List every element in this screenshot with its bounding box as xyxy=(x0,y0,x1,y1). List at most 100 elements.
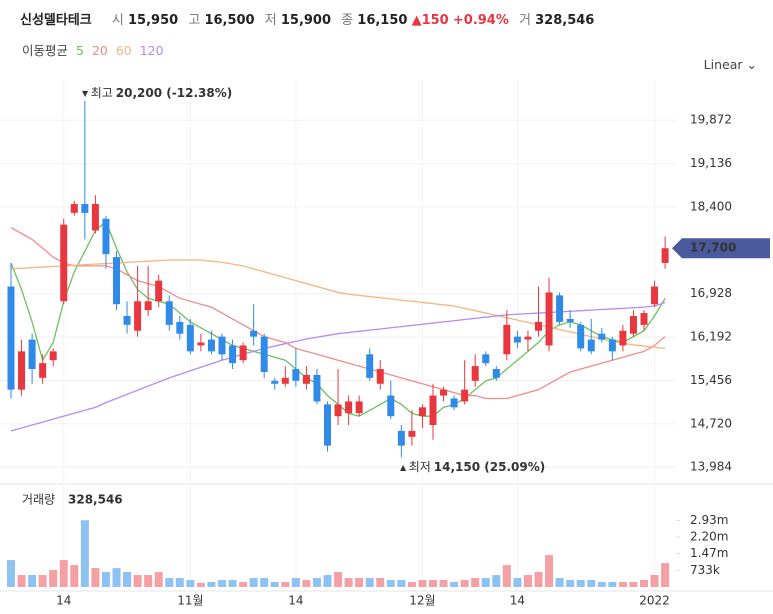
volume-bar xyxy=(534,572,543,587)
candle-body xyxy=(70,204,78,213)
volume-bar xyxy=(629,582,638,587)
annotation-part: 최저 xyxy=(409,460,431,474)
label: 저 xyxy=(264,13,277,28)
annotation-part: 20,200 (-12.38%) xyxy=(116,86,232,100)
volume-bar xyxy=(545,555,554,587)
volume-bar xyxy=(17,575,26,587)
scale-select[interactable]: Linear ⌄ xyxy=(704,57,757,72)
candle-body xyxy=(18,351,26,390)
volume-bar xyxy=(502,565,511,587)
volume-bar xyxy=(555,578,564,587)
annotation: ▼ 최고 20,200 (-12.38%) xyxy=(82,86,232,100)
candle-body xyxy=(566,318,574,322)
label: 고 xyxy=(188,13,201,28)
legend-entry[interactable]: 60 xyxy=(115,43,132,58)
y-tick-label: 733k xyxy=(690,563,720,577)
x-tick-label: 14 xyxy=(56,594,71,608)
volume-bar xyxy=(133,575,142,587)
candle-body xyxy=(598,333,606,340)
candle-body xyxy=(608,339,616,352)
annotation-part: ▼ xyxy=(82,89,91,98)
label: 시 xyxy=(111,13,124,28)
volume-bar xyxy=(239,582,248,587)
change-value: 150 xyxy=(421,13,449,28)
volume-bar xyxy=(608,582,617,587)
candle-body xyxy=(408,430,416,437)
x-tick-label: 14 xyxy=(510,594,525,608)
volume-bar xyxy=(112,568,121,587)
volume-bar xyxy=(291,578,300,587)
volume-bar xyxy=(59,560,68,587)
y-tick-label: 2.93m xyxy=(690,513,728,527)
legend-title: 이동평균 xyxy=(22,43,69,58)
label: 거 xyxy=(519,13,531,28)
volume-bar xyxy=(597,582,606,587)
volume-bar xyxy=(471,578,480,587)
annotation-part: ▲ xyxy=(400,463,409,472)
candle-body xyxy=(545,292,553,346)
stock-name: 신성델타테크 xyxy=(20,13,92,28)
volume-bar xyxy=(492,575,501,587)
volume-bar xyxy=(640,580,648,587)
candle-body xyxy=(144,301,152,311)
legend-entry[interactable]: 5 xyxy=(76,43,84,58)
ma-legend: 이동평균 5 20 60 120 xyxy=(22,40,164,59)
candle-body xyxy=(629,316,637,334)
volume-bar xyxy=(407,582,416,587)
candle-body xyxy=(207,339,215,352)
volume-bar xyxy=(175,578,184,587)
y-tick-label: 19,136 xyxy=(690,156,732,170)
volume-bar xyxy=(355,578,364,587)
y-tick-label: 16,192 xyxy=(690,330,732,344)
candle-body xyxy=(49,351,57,361)
y-tick-label: 1.47m xyxy=(690,546,728,560)
candle-body xyxy=(355,401,363,414)
candle-body xyxy=(651,286,659,305)
y-tick-label: 15,456 xyxy=(690,373,732,387)
volume-bar xyxy=(513,578,522,587)
candle-body xyxy=(450,398,458,408)
annotation-part: 14,150 (25.09%) xyxy=(434,460,545,474)
volume-bar xyxy=(154,572,163,587)
volume-bar xyxy=(228,580,237,587)
candle-body xyxy=(39,363,47,378)
candle-body xyxy=(176,321,184,334)
x-tick-label: 11월 xyxy=(177,594,203,608)
candle-body xyxy=(302,374,310,384)
legend-entry[interactable]: 120 xyxy=(139,43,164,58)
x-tick-label: 12월 xyxy=(409,594,435,608)
candle-body xyxy=(60,224,68,302)
price-tag xyxy=(672,238,770,259)
volume-bar xyxy=(270,582,279,587)
x-tick-label: 2022 xyxy=(639,594,670,608)
candle-body xyxy=(324,404,331,446)
candle-body xyxy=(418,407,426,417)
volume-bar xyxy=(249,578,258,587)
candle-body xyxy=(345,401,353,414)
volume-bar xyxy=(165,578,174,587)
volume-bar xyxy=(376,578,385,587)
change: ▲150 xyxy=(411,13,449,28)
volume-value: 328,546 xyxy=(68,493,123,507)
candle-body xyxy=(102,218,110,255)
candle-body xyxy=(134,301,142,331)
annotation-part: 최고 xyxy=(91,86,113,100)
volume-bar xyxy=(123,572,132,587)
candle-body xyxy=(218,336,226,355)
candle-body xyxy=(91,204,99,231)
volume-bar xyxy=(91,568,100,587)
candle-body xyxy=(250,330,258,337)
candle-body xyxy=(123,316,131,325)
volume-bar xyxy=(650,575,659,587)
legend-entry[interactable]: 20 xyxy=(91,43,108,58)
candle-body xyxy=(155,280,163,302)
volume-bar xyxy=(576,580,585,587)
y-tick-label: 19,872 xyxy=(690,113,732,127)
candle-body xyxy=(292,369,300,381)
volume-bar xyxy=(80,520,89,587)
y-tick-label: 14,720 xyxy=(690,416,732,430)
change-pct: +0.94% xyxy=(452,13,509,28)
candle-body xyxy=(239,345,247,361)
scale-label: Linear xyxy=(703,57,743,72)
